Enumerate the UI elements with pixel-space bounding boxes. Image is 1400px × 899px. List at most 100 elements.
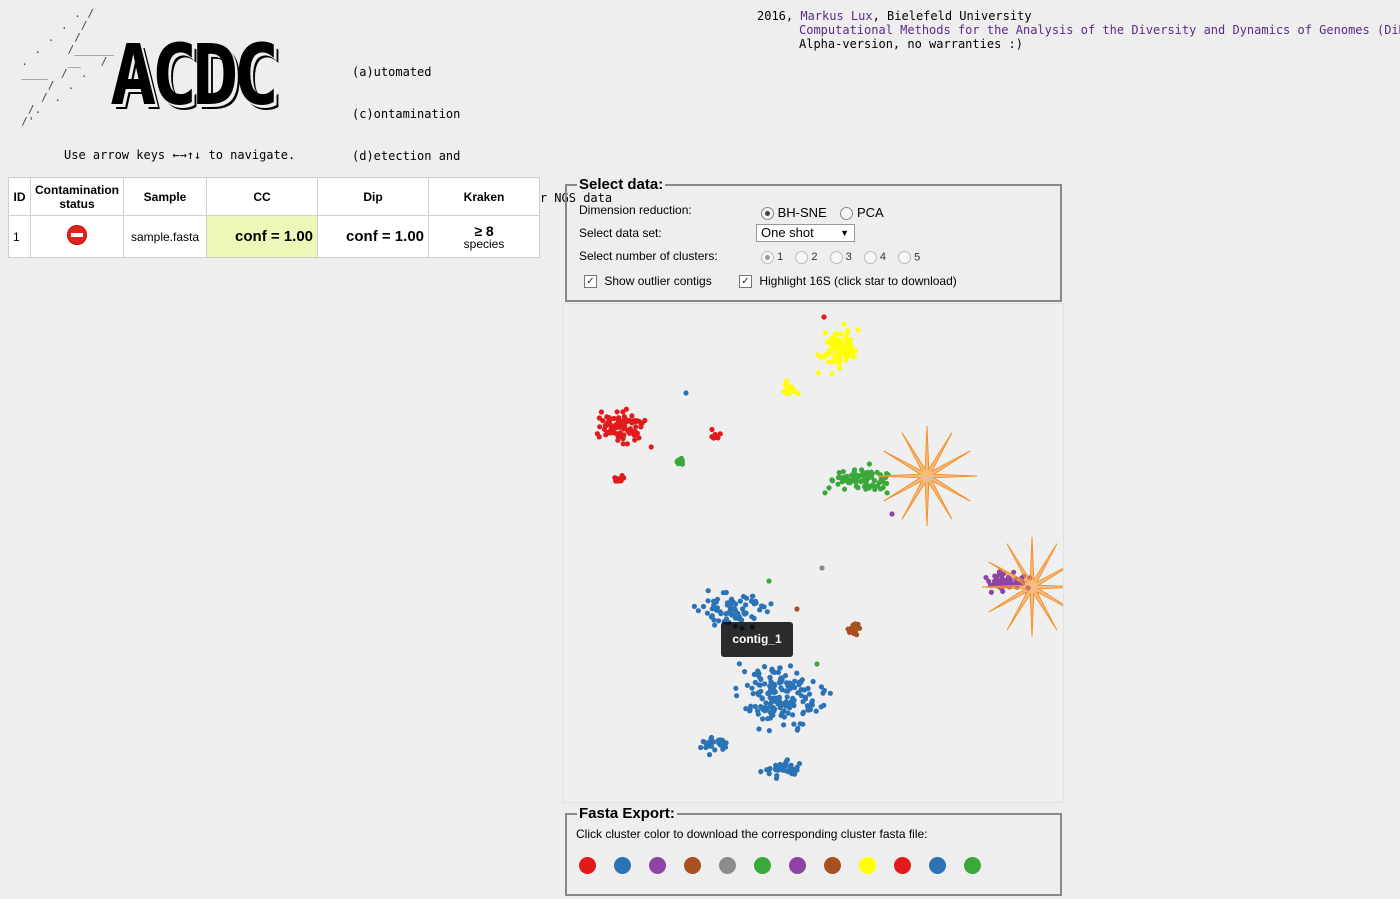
contig-point[interactable]	[734, 693, 740, 699]
contig-point[interactable]	[748, 703, 754, 709]
contig-point[interactable]	[847, 337, 853, 343]
contig-point[interactable]	[781, 388, 787, 394]
contig-point[interactable]	[853, 477, 859, 483]
contig-point[interactable]	[711, 602, 717, 608]
radio-pca[interactable]	[840, 207, 854, 221]
contig-point[interactable]	[843, 335, 849, 341]
contig-point[interactable]	[743, 602, 749, 608]
contig-point[interactable]	[781, 714, 787, 720]
contig-point[interactable]	[770, 705, 776, 711]
table-row[interactable]: 1 sample.fasta conf = 1.00 conf = 1.00 ≥…	[8, 215, 540, 258]
radio-cluster-3[interactable]	[829, 251, 843, 264]
contig-point[interactable]	[751, 671, 757, 677]
contig-point[interactable]	[711, 598, 717, 604]
contig-point[interactable]	[815, 370, 822, 376]
contig-point[interactable]	[799, 677, 805, 683]
contig-point[interactable]	[749, 685, 755, 691]
contig-point[interactable]	[759, 696, 766, 702]
contig-point[interactable]	[783, 688, 789, 694]
contig-point[interactable]	[791, 703, 797, 709]
contig-point[interactable]	[829, 477, 835, 483]
contig-point[interactable]	[992, 573, 998, 579]
contig-point[interactable]	[707, 740, 713, 746]
contig-point[interactable]	[615, 437, 621, 443]
highlight-16s-star[interactable]	[876, 425, 978, 527]
contig-point[interactable]	[776, 680, 782, 686]
contig-point[interactable]	[717, 431, 723, 437]
contig-point[interactable]	[620, 418, 626, 424]
contig-point[interactable]	[621, 414, 627, 420]
contig-point[interactable]	[705, 598, 711, 604]
contig-point[interactable]	[822, 490, 828, 496]
contig-point[interactable]	[798, 693, 805, 699]
contig-point[interactable]	[834, 356, 840, 362]
contig-point[interactable]	[794, 764, 800, 770]
contig-point[interactable]	[792, 684, 798, 691]
contig-point[interactable]	[802, 694, 809, 700]
contig-point[interactable]	[832, 352, 838, 359]
contig-point[interactable]	[758, 769, 764, 775]
contig-point[interactable]	[762, 681, 768, 687]
contig-point[interactable]	[790, 712, 796, 718]
contig-point[interactable]	[851, 354, 857, 360]
contig-point[interactable]	[782, 673, 789, 679]
cell-kraken[interactable]: ≥ 8 species	[428, 215, 540, 258]
contig-point[interactable]	[750, 691, 756, 697]
contig-point[interactable]	[761, 604, 767, 610]
contig-point[interactable]	[748, 598, 754, 604]
contig-point[interactable]	[630, 428, 636, 435]
contig-point[interactable]	[791, 697, 797, 703]
contig-point[interactable]	[791, 721, 797, 727]
contig-point[interactable]	[821, 687, 827, 694]
contig-point[interactable]	[805, 703, 812, 709]
contig-point[interactable]	[840, 469, 846, 475]
contig-point[interactable]	[839, 479, 845, 485]
highlight-16s-checkbox[interactable]: ✓	[739, 275, 752, 289]
contig-point[interactable]	[809, 698, 815, 704]
contig-point[interactable]	[700, 603, 707, 610]
contig-point[interactable]	[716, 618, 722, 624]
contig-point[interactable]	[695, 608, 701, 614]
contig-point[interactable]	[730, 599, 736, 605]
highlight-16s-star[interactable]	[981, 536, 1063, 638]
contig-point[interactable]	[777, 765, 783, 772]
radio-cluster-2[interactable]	[795, 251, 809, 264]
contig-point[interactable]	[732, 615, 739, 621]
contig-point[interactable]	[624, 419, 630, 425]
contig-point[interactable]	[718, 737, 724, 743]
contig-point[interactable]	[740, 606, 746, 612]
contig-point[interactable]	[772, 765, 779, 772]
contig-point[interactable]	[737, 616, 743, 622]
contig-point[interactable]	[833, 331, 839, 337]
contig-point[interactable]	[753, 598, 759, 604]
dataset-select[interactable]: One shot ▼	[756, 224, 855, 242]
contig-point[interactable]	[611, 415, 617, 422]
contig-point[interactable]	[865, 474, 871, 480]
contig-point[interactable]	[757, 607, 763, 613]
contig-point[interactable]	[845, 328, 851, 334]
contig-point[interactable]	[818, 704, 824, 710]
contig-point[interactable]	[714, 606, 720, 612]
contig-point[interactable]	[598, 409, 604, 415]
contig-point[interactable]	[792, 771, 798, 777]
contig-point[interactable]	[648, 444, 654, 450]
contig-point[interactable]	[727, 609, 734, 615]
contig-point[interactable]	[617, 433, 623, 439]
contig-point[interactable]	[1011, 569, 1017, 575]
contig-point[interactable]	[771, 690, 777, 696]
contig-point[interactable]	[884, 490, 890, 496]
contig-point[interactable]	[720, 746, 726, 752]
contig-point[interactable]	[704, 610, 710, 616]
contig-point[interactable]	[756, 726, 762, 732]
contig-point[interactable]	[675, 461, 681, 467]
contig-point[interactable]	[764, 609, 770, 615]
contig-point[interactable]	[849, 627, 855, 633]
contig-point[interactable]	[779, 710, 785, 716]
contig-point[interactable]	[827, 690, 833, 696]
contig-point[interactable]	[815, 352, 821, 358]
contig-point[interactable]	[769, 696, 775, 702]
contig-point[interactable]	[705, 588, 711, 594]
contig-point[interactable]	[847, 478, 853, 484]
contig-point[interactable]	[833, 345, 839, 351]
contig-point[interactable]	[797, 721, 803, 727]
